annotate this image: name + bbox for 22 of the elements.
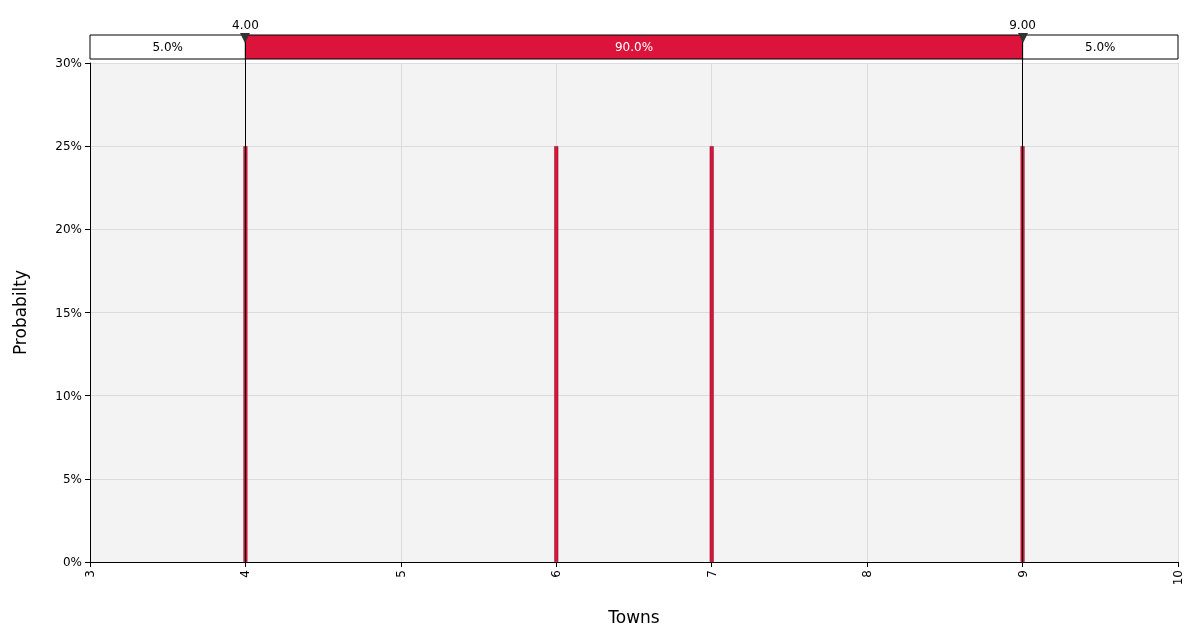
x-tick-label: 7 (704, 570, 719, 578)
x-tick-label: 3 (83, 570, 97, 578)
x-axis-title: Towns (607, 606, 660, 627)
x-tick-label: 9 (1015, 570, 1030, 578)
text: 5.0% (152, 40, 183, 54)
y-tick-label: 15% (55, 305, 82, 320)
y-tick-label: 0% (62, 555, 82, 569)
y-tick-label: 25% (55, 139, 82, 154)
y-tick-label: 20% (55, 222, 82, 237)
x-tick-label: 4 (238, 570, 253, 578)
x-tick-label: 5 (393, 570, 408, 578)
x-tick-label: 8 (860, 570, 875, 578)
y-tick-label: 5% (62, 471, 82, 486)
ref-line-label: 9.00 (1009, 18, 1036, 32)
y-tick-label: 10% (55, 388, 82, 403)
text: 5.0% (1085, 40, 1116, 54)
text: 90.0% (614, 40, 654, 54)
x-tick-label: 10 (1171, 570, 1185, 586)
x-tick-label: 6 (549, 570, 564, 578)
ref-line-label: 4.00 (232, 18, 259, 32)
y-axis-title: Probabilty (9, 269, 30, 356)
y-tick-label: 30% (55, 56, 82, 70)
